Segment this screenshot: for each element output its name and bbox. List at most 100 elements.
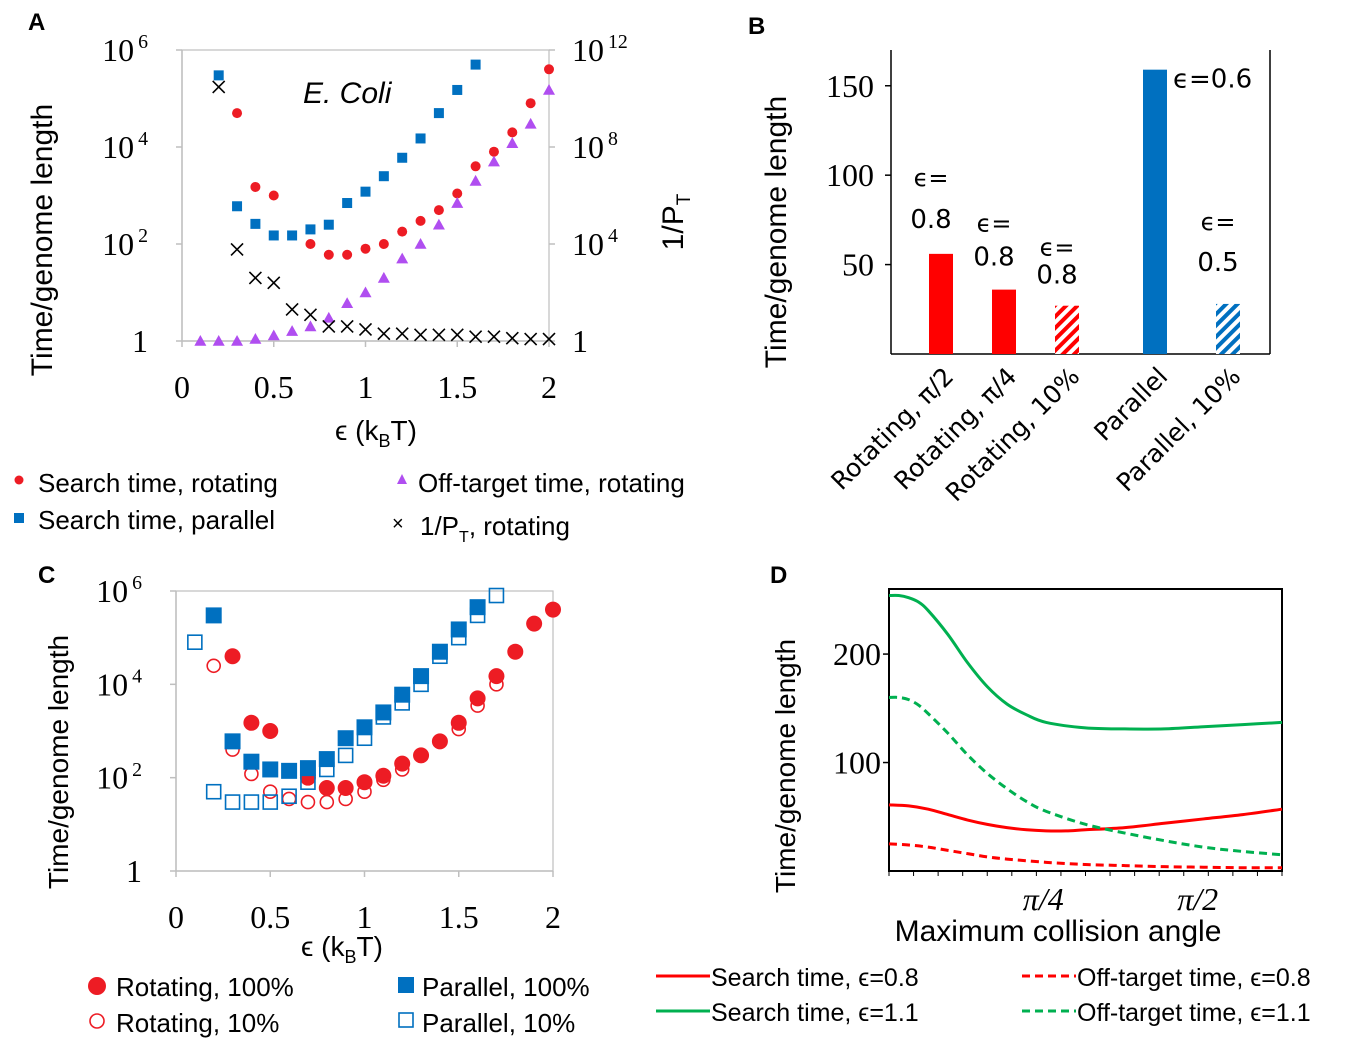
data-point bbox=[303, 308, 318, 322]
data-point bbox=[267, 276, 281, 290]
legend-item-search-time-eps-0-8: Search time, ϵ=0.8 bbox=[656, 964, 919, 992]
legend-item-off-target-time-eps-1-1: Off-target time, ϵ=1.1 bbox=[1022, 999, 1311, 1027]
data-point bbox=[322, 311, 335, 323]
legend-label: Off-target time, rotating bbox=[418, 468, 685, 498]
data-point bbox=[359, 286, 372, 298]
data-point bbox=[342, 198, 353, 209]
panel-a-marks bbox=[194, 59, 556, 346]
data-point bbox=[286, 325, 299, 336]
data-point bbox=[378, 171, 389, 182]
data-point bbox=[394, 762, 410, 777]
data-point bbox=[451, 721, 467, 737]
data-point bbox=[300, 794, 316, 810]
series-line-search-time-1-1 bbox=[888, 593, 1283, 731]
x-tick-label: 1 bbox=[358, 369, 374, 405]
data-point bbox=[452, 188, 463, 199]
series-line-off-target-time-1-1 bbox=[888, 695, 1283, 857]
panel-c-marks bbox=[187, 587, 561, 810]
y2-tick-label: 10 4 bbox=[572, 225, 618, 262]
data-point bbox=[432, 328, 446, 342]
legend-item-parallel-10: Parallel, 10% bbox=[398, 1008, 575, 1038]
data-point bbox=[432, 648, 448, 665]
data-point bbox=[433, 205, 444, 216]
legend-label: Parallel, 10% bbox=[422, 1008, 575, 1038]
x-tick-label: π/4 bbox=[1023, 881, 1064, 917]
data-point bbox=[413, 748, 429, 763]
data-point bbox=[243, 753, 260, 770]
data-point bbox=[337, 730, 354, 747]
legend-marker-circle-filled bbox=[88, 977, 106, 995]
data-point bbox=[250, 218, 261, 229]
y2-tick-label: 10 8 bbox=[572, 128, 618, 165]
legend-label: 1/PT, rotating bbox=[420, 511, 570, 546]
y-tick-label: 50 bbox=[842, 247, 874, 283]
y-tick-label: 10 4 bbox=[96, 666, 142, 703]
data-point bbox=[375, 767, 392, 784]
bar-label-line2: 0.8 bbox=[1036, 261, 1077, 291]
legend-label: Off-target time, ϵ=1.1 bbox=[1077, 999, 1311, 1027]
legend-item-search-time-eps-1-1: Search time, ϵ=1.1 bbox=[656, 999, 919, 1027]
data-point bbox=[243, 794, 260, 810]
legend-item-off-target-time-eps-0-8: Off-target time, ϵ=0.8 bbox=[1022, 964, 1311, 992]
x-tick-label: 2 bbox=[545, 899, 561, 935]
data-point bbox=[262, 761, 279, 778]
x-tick-label: 0 bbox=[174, 369, 190, 405]
data-point bbox=[305, 239, 316, 249]
data-point bbox=[469, 607, 486, 624]
data-point bbox=[224, 794, 241, 810]
data-point bbox=[452, 84, 463, 95]
bar-label-line2: 0.8 bbox=[973, 243, 1014, 273]
x-tick-label: 0.5 bbox=[250, 899, 290, 935]
bar-parallel bbox=[1143, 69, 1167, 354]
data-point bbox=[340, 319, 354, 333]
bar-label-line1: ϵ= bbox=[1201, 208, 1236, 236]
legend-item-search-time-rotating: Search time, rotating bbox=[14, 468, 278, 498]
data-point bbox=[397, 152, 408, 163]
panel-a-x-ticks: 0 0.5 1 1.5 2 bbox=[174, 341, 557, 405]
legend-label: Search time, rotating bbox=[38, 468, 278, 498]
data-point bbox=[262, 784, 278, 800]
legend-label: Off-target time, ϵ=0.8 bbox=[1077, 964, 1311, 992]
x-tick-label: π/2 bbox=[1177, 881, 1218, 917]
data-point bbox=[322, 319, 336, 333]
panel-b-ylabel: Time/genome length bbox=[760, 96, 793, 368]
data-point bbox=[488, 146, 499, 157]
data-point bbox=[250, 181, 261, 192]
panel-a-annotation: E. Coli bbox=[303, 77, 393, 110]
legend-label: Search time, ϵ=0.8 bbox=[711, 964, 919, 992]
data-point bbox=[212, 335, 225, 346]
data-point bbox=[299, 760, 316, 777]
bar-label: ϵ=0.6 bbox=[1173, 65, 1252, 95]
panel-d-x-ticks: π/4 π/2 bbox=[888, 871, 1283, 917]
y2-tick-label: 10 12 bbox=[572, 31, 628, 68]
y-tick-label: 10 2 bbox=[102, 225, 148, 262]
data-point bbox=[524, 117, 537, 129]
data-point bbox=[356, 719, 373, 736]
data-point bbox=[205, 783, 222, 800]
panel-c-xlabel: ϵ (kBT) bbox=[301, 931, 383, 967]
panel-letter-a: A bbox=[28, 9, 45, 36]
data-point bbox=[357, 784, 372, 800]
legend-label: Search time, parallel bbox=[38, 505, 275, 535]
data-point bbox=[206, 658, 221, 674]
panel-b-y-ticks: 50 100 150 bbox=[826, 68, 891, 283]
y-tick-label: 100 bbox=[833, 745, 881, 781]
data-point bbox=[524, 332, 538, 346]
panel-d: 100 200 π/4 π/2 Time/genome length Maximum… bbox=[656, 588, 1311, 1027]
data-point bbox=[360, 186, 371, 197]
data-point bbox=[543, 83, 555, 95]
data-point bbox=[243, 714, 260, 731]
data-point bbox=[338, 791, 353, 807]
data-point bbox=[281, 788, 297, 805]
legend-label: Parallel, 100% bbox=[422, 972, 590, 1002]
data-point bbox=[505, 331, 519, 345]
data-point bbox=[287, 230, 298, 241]
data-point bbox=[432, 734, 448, 749]
series-rotating-10 bbox=[206, 658, 504, 810]
data-point bbox=[337, 780, 354, 797]
data-point bbox=[360, 243, 371, 254]
bar-label-line2: 0.8 bbox=[910, 205, 951, 235]
data-point bbox=[396, 252, 409, 264]
